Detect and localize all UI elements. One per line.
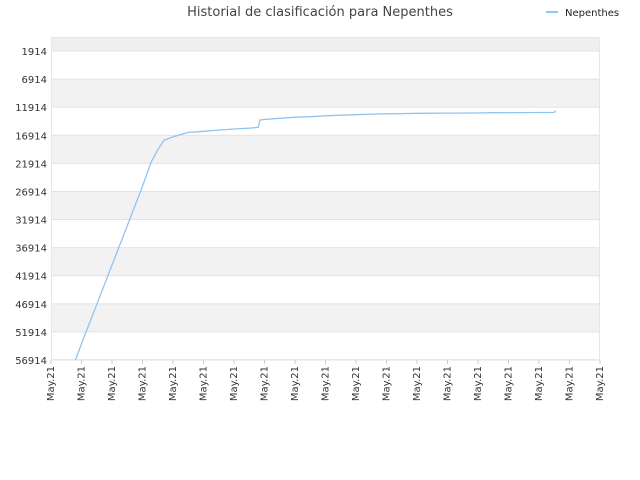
y-tick-label: 21914 [15,159,47,170]
x-tick-label: May.21 [351,366,362,401]
plot-band [51,37,600,51]
y-tick-label: 11914 [15,103,47,114]
legend-swatch [546,11,558,13]
series-line [74,110,557,361]
x-tick-label: May.21 [382,366,393,401]
y-tick-label: 6914 [22,75,47,86]
plot-band [51,135,600,164]
plot-band [51,219,600,248]
x-tick-label: May.21 [229,366,240,401]
plot-border [51,37,600,360]
chart-title: Historial de clasificación para Nepenthe… [187,5,453,20]
x-tick-label: May.21 [260,366,271,401]
y-tick-label: 1914 [22,47,47,58]
legend-label: Nepenthes [565,8,620,19]
x-tick-label: May.21 [290,366,301,401]
x-tick-label: May.21 [534,366,545,401]
x-tick-label: May.21 [504,366,515,401]
x-tick-label: May.21 [595,366,606,401]
x-tick-label: May.21 [46,366,57,401]
y-tick-label: 16914 [15,131,47,142]
x-tick-label: May.21 [77,366,88,401]
plot-band [51,331,600,360]
plot-band [51,303,600,332]
x-tick-label: May.21 [138,366,149,401]
legend: Nepenthes [546,8,619,19]
x-tick-label: May.21 [321,366,332,401]
x-tick-label: May.21 [199,366,210,401]
plot-bands [51,37,600,360]
y-tick-label: 31914 [15,216,47,227]
x-tick-label: May.21 [412,366,423,401]
y-tick-label: 41914 [15,272,47,283]
y-tick-label: 26914 [15,187,47,198]
x-tick-label: May.21 [443,366,454,401]
y-tick-labels: 1914 6914 11914 16914 21914 26914 31914 36914 41… [15,47,47,367]
plot-band [51,247,600,276]
x-tick-label: May.21 [473,366,484,401]
x-tick-labels: May.21 May.21 May.21 May.21 May.21 May.21 May.… [46,360,606,401]
y-tick-label: 56914 [15,356,47,367]
plot-band [51,107,600,136]
series-lines [74,110,557,361]
plot-band [51,275,600,304]
y-tick-label: 36914 [15,244,47,255]
x-tick-label: May.21 [565,366,576,401]
plot-band [51,79,600,108]
plot-band [51,163,600,192]
y-tick-label: 46914 [15,300,47,311]
plot-band [51,191,600,220]
x-tick-label: May.21 [168,366,179,401]
x-tick-label: May.21 [107,366,118,401]
plot-band [51,51,600,80]
y-tick-label: 51914 [15,328,47,339]
